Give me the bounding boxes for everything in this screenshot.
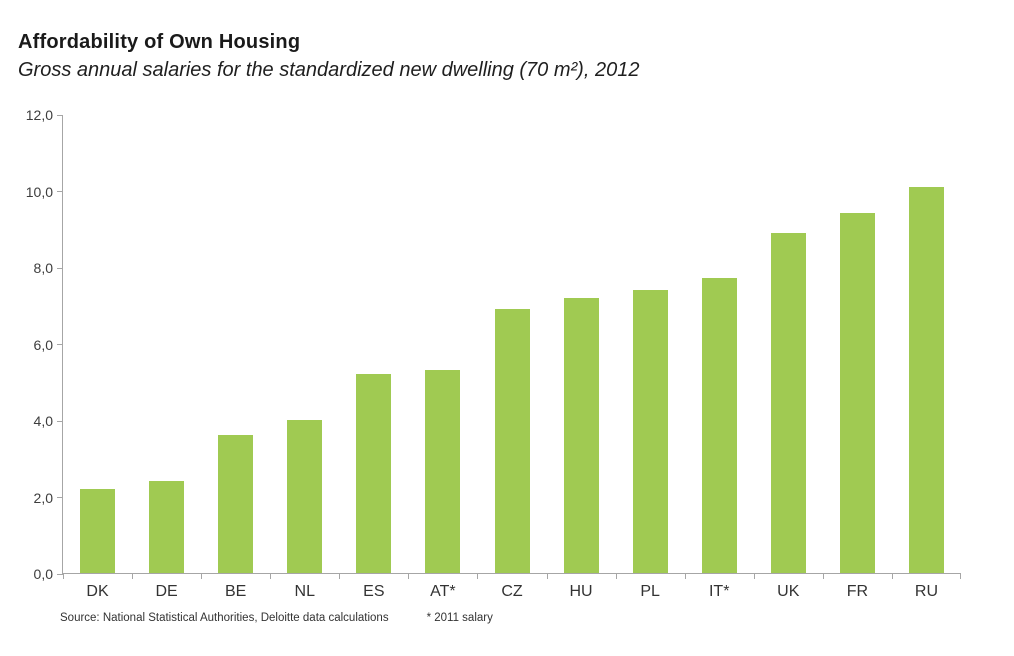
x-axis-label-dk: DK [86, 583, 109, 600]
x-axis-tick [546, 573, 548, 579]
x-axis-tick [891, 573, 893, 579]
x-axis-tick [753, 573, 755, 579]
bar-pl [632, 289, 668, 573]
y-axis-tick [57, 191, 63, 192]
y-axis-tick-label: 10,0 [25, 183, 53, 200]
y-axis-tick [57, 497, 63, 498]
bar-nl [287, 420, 323, 573]
x-axis-tick [339, 573, 341, 579]
chart-footer: Source: National Statistical Authorities… [60, 612, 493, 624]
bar-at [425, 370, 461, 573]
bar-fr [839, 213, 875, 573]
x-axis-tick [270, 573, 272, 579]
bar-es [356, 374, 392, 573]
x-axis-tick [615, 573, 617, 579]
x-axis-tick [132, 573, 134, 579]
bar-de [149, 481, 185, 573]
y-axis-tick-label: 6,0 [33, 336, 53, 353]
y-axis-tick-label: 2,0 [33, 489, 53, 506]
y-axis-tick [57, 114, 63, 116]
x-axis-label-cz: CZ [501, 583, 523, 600]
x-axis-tick [63, 573, 64, 579]
x-axis-label-de: DE [155, 583, 178, 600]
bar-hu [563, 297, 599, 573]
x-axis-tick [960, 573, 961, 579]
y-axis-tick [57, 420, 63, 422]
y-axis-tick [57, 267, 63, 269]
x-axis-label-nl: NL [294, 583, 315, 600]
x-axis-label-ru: RU [914, 583, 938, 600]
y-axis-tick-label: 8,0 [33, 260, 53, 276]
bar-be [218, 435, 254, 573]
bar-cz [494, 309, 530, 573]
x-axis-label-uk: UK [777, 583, 800, 600]
y-axis-tick [57, 573, 63, 575]
footnote-text: * 2011 salary [426, 612, 493, 624]
x-axis-tick [822, 573, 824, 579]
bar-it [701, 278, 737, 573]
y-axis-tick-label: 4,0 [33, 413, 53, 429]
bar-uk [770, 232, 806, 573]
x-axis-tick [477, 573, 479, 579]
chart-header: Affordability of Own Housing Gross annua… [18, 31, 639, 82]
chart-subtitle: Gross annual salaries for the standardiz… [18, 59, 640, 81]
y-axis-tick-label: 0,0 [33, 566, 53, 582]
chart-title: Affordability of Own Housing [18, 31, 301, 53]
x-axis-label-be: BE [225, 583, 247, 600]
x-axis-label-at: AT* [430, 583, 456, 600]
x-axis-tick [408, 573, 410, 579]
x-axis-label-pl: PL [640, 583, 660, 600]
x-axis-label-fr: FR [846, 583, 869, 600]
bar-ru [908, 186, 944, 573]
y-axis-tick-label: 12,0 [25, 107, 53, 123]
source-text: Source: National Statistical Authorities… [60, 612, 389, 624]
x-axis-tick [684, 573, 686, 579]
x-axis-label-it: IT* [708, 583, 730, 600]
x-axis-tick [201, 573, 203, 579]
y-axis-tick [57, 344, 63, 345]
x-axis-label-hu: HU [569, 583, 593, 600]
plot-area: 12,0 10,0 8,0 6,0 4,0 2,0 0,0 DK DE BE NL ES AT* CZ HU… [26, 107, 961, 600]
bar-dk [80, 488, 116, 573]
x-axis-label-es: ES [363, 583, 385, 600]
